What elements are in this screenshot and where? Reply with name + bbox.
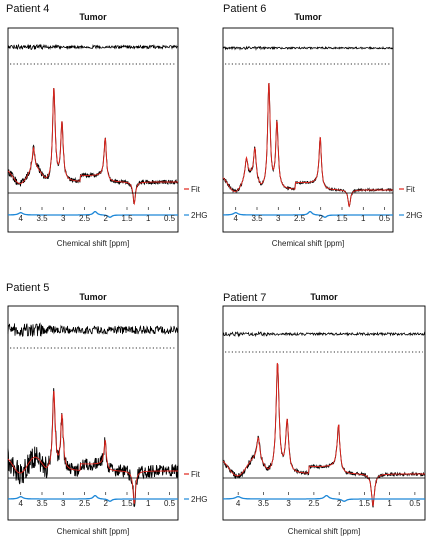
x-axis-label: Chemical shift [ppm] (57, 527, 129, 536)
residual-trace (222, 45, 394, 51)
spectrum-trace (7, 88, 179, 205)
x-axis-label: Chemical shift [ppm] (288, 527, 360, 536)
x-tick-label: 1 (387, 499, 392, 508)
spectrum-chart: Tumor 4 3.5 3 2.5 2 1.5 1 0.5 Chemical shift [ppm… (7, 292, 207, 536)
x-tick-label: 0.5 (379, 214, 391, 223)
legend-hg2-label: 2HG (406, 211, 422, 220)
legend-fit-label: Fit (406, 185, 416, 194)
x-tick-label: 4 (236, 499, 241, 508)
residual-trace (7, 322, 179, 337)
legend-hg2-label: 2HG (191, 211, 207, 220)
chart-title: Tumor (294, 12, 322, 22)
plot-frame (7, 27, 179, 233)
hg2-trace (8, 210, 178, 218)
x-tick-label: 4 (234, 214, 239, 223)
fit-trace (7, 390, 178, 504)
x-tick-label: 1 (361, 214, 366, 223)
x-tick-label: 3 (286, 499, 291, 508)
x-tick-label: 1.5 (121, 499, 133, 508)
x-tick-label: 1.5 (336, 214, 348, 223)
x-axis-label: Chemical shift [ppm] (272, 239, 344, 248)
spectrum-chart: Tumor 4 3.5 3 2.5 2 1.5 1 0.5 Chemical shift [ppm… (222, 12, 422, 248)
patient-label: Patient 5 (6, 282, 50, 294)
x-tick-label: 4 (19, 214, 24, 223)
patient-label: Patient 4 (6, 3, 50, 15)
legend-fit-label: Fit (191, 185, 201, 194)
plot-frame (222, 305, 426, 521)
x-tick-label: 3.5 (36, 499, 48, 508)
spectrum-trace (7, 388, 179, 508)
spectrum-trace (222, 82, 394, 207)
plot-frame (222, 27, 394, 233)
residual-trace (7, 43, 179, 51)
x-tick-label: 3.5 (251, 214, 263, 223)
hg2-trace (223, 210, 393, 218)
legend-hg2-label: 2HG (191, 495, 207, 504)
x-tick-label: 3 (61, 499, 66, 508)
legend-fit-label: Fit (191, 470, 201, 479)
chart-title: Tumor (79, 12, 107, 22)
x-tick-label: 1 (146, 499, 151, 508)
x-tick-label: 3.5 (36, 214, 48, 223)
panel-patient-6: Patient 6 Tumor 4 3.5 3 2.5 2 1.5 1 0.5 Chemical … (215, 0, 430, 270)
x-tick-label: 3 (61, 214, 66, 223)
x-tick-label: 2.5 (79, 499, 91, 508)
panel-patient-4: Patient 4 Tumor 4 3.5 3 2.5 2 1.5 1 0.5 Chemical … (0, 0, 215, 270)
x-tick-label: 2 (104, 499, 109, 508)
x-tick-label: 3 (276, 214, 281, 223)
chart-title: Tumor (79, 292, 107, 302)
fit-trace (7, 87, 178, 206)
x-tick-label: 3.5 (258, 499, 270, 508)
x-tick-label: 0.5 (164, 499, 176, 508)
spectrum-chart: Tumor 4 3.5 3 2.5 2 1.5 1 0.5 Chemical shift [ppm… (222, 292, 426, 536)
chart-title: Tumor (310, 292, 338, 302)
x-tick-label: 1.5 (121, 214, 133, 223)
x-axis-label: Chemical shift [ppm] (57, 239, 129, 248)
x-tick-label: 2 (337, 499, 342, 508)
x-tick-label: 2 (319, 214, 324, 223)
x-tick-label: 1.5 (359, 499, 371, 508)
x-tick-label: 0.5 (409, 499, 421, 508)
fit-trace (222, 82, 393, 208)
plot-frame (7, 305, 179, 521)
panel-patient-5: Patient 5 Tumor 4 3.5 3 2.5 2 1.5 1 0.5 Chemical … (0, 278, 215, 550)
x-tick-label: 1 (146, 214, 151, 223)
x-tick-label: 2.5 (294, 214, 306, 223)
spectrum-trace (222, 363, 426, 508)
x-tick-label: 2.5 (308, 499, 320, 508)
residual-trace (222, 331, 426, 338)
panel-patient-7: Patient 7 Tumor 4 3.5 3 2.5 2 1.5 1 0.5 Chemical … (215, 278, 430, 550)
spectrum-chart: Tumor 4 3.5 3 2.5 2 1.5 1 0.5 Chemical shift [ppm… (7, 12, 207, 248)
patient-label: Patient 7 (223, 292, 267, 304)
x-tick-label: 2.5 (79, 214, 91, 223)
fit-trace (222, 362, 425, 507)
hg2-trace (223, 494, 425, 502)
x-tick-label: 0.5 (164, 214, 176, 223)
patient-label: Patient 6 (223, 3, 267, 15)
x-tick-label: 4 (19, 499, 24, 508)
x-tick-label: 2 (104, 214, 109, 223)
hg2-trace (8, 494, 178, 502)
